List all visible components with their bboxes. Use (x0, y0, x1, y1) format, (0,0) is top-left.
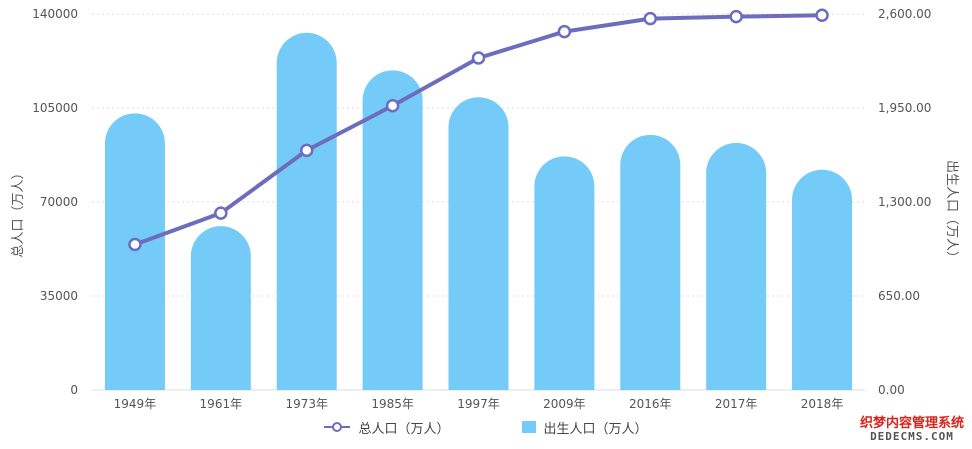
right-axis-ticks: 0.00 650.00 1,300.00 1,950.00 2,600.00 (878, 7, 931, 397)
x-tick-label: 1985年 (371, 397, 414, 411)
x-tick-label: 2017年 (715, 397, 758, 411)
line-point[interactable] (214, 206, 228, 220)
left-tick-label: 35000 (40, 289, 78, 303)
x-tick-label: 2009年 (543, 397, 586, 411)
right-tick-label: 1,950.00 (878, 101, 931, 115)
right-tick-label: 2,600.00 (878, 7, 931, 21)
x-tick-label: 1961年 (200, 397, 243, 411)
left-axis-ticks: 0 35000 70000 105000 140000 (32, 7, 78, 397)
watermark-logo: 织梦内容管理系统 DEDECMS.COM (858, 415, 966, 443)
line-point[interactable] (385, 98, 400, 113)
line-point[interactable] (128, 237, 142, 252)
bar[interactable] (362, 70, 423, 391)
x-tick-label: 1949年 (114, 397, 157, 411)
legend-item-births[interactable]: 出生人口（万人） (521, 418, 648, 437)
left-tick-label: 0 (70, 383, 78, 397)
line-point[interactable] (643, 11, 658, 26)
bar-swatch-icon (521, 421, 536, 433)
bar[interactable] (276, 32, 337, 391)
bar[interactable] (190, 226, 251, 390)
left-tick-label: 70000 (40, 195, 78, 209)
right-tick-label: 0.00 (878, 383, 905, 397)
bar[interactable] (620, 134, 681, 390)
line-series (128, 8, 829, 252)
legend: 总人口（万人） 出生人口（万人） (0, 415, 972, 439)
x-tick-label: 2016年 (629, 397, 672, 411)
bar-series (104, 32, 853, 391)
bar[interactable] (448, 97, 509, 390)
bar[interactable] (792, 169, 853, 390)
bar[interactable] (706, 142, 767, 390)
left-tick-label: 140000 (32, 7, 78, 21)
left-tick-label: 105000 (32, 101, 78, 115)
right-tick-label: 650.00 (878, 289, 920, 303)
line-point[interactable] (729, 9, 743, 24)
legend-item-total-population[interactable]: 总人口（万人） (324, 418, 450, 437)
legend-label-total-population: 总人口（万人） (358, 421, 450, 437)
line-marker-icon (324, 421, 351, 433)
bar[interactable] (104, 113, 165, 391)
x-tick-label: 1997年 (457, 397, 500, 411)
left-axis-title: 总人口（万人） (11, 166, 26, 257)
right-tick-label: 1,300.00 (878, 195, 931, 209)
bar[interactable] (534, 156, 595, 390)
right-axis-title: 出生人口（万人） (944, 160, 959, 264)
legend-label-births: 出生人口（万人） (543, 421, 648, 437)
line-point[interactable] (815, 8, 829, 22)
line-point[interactable] (557, 24, 572, 39)
x-axis-ticks: 1949年 1961年 1973年 1985年 1997年 2009年 2016年 2017年… (114, 397, 844, 411)
line-point[interactable] (471, 51, 486, 65)
x-tick-label: 1973年 (285, 397, 328, 411)
watermark-bottom-text: DEDECMS.COM (870, 429, 954, 443)
x-tick-label: 2018年 (801, 397, 844, 411)
line-point[interactable] (299, 143, 314, 158)
watermark-top-text: 织梦内容管理系统 (859, 415, 964, 431)
